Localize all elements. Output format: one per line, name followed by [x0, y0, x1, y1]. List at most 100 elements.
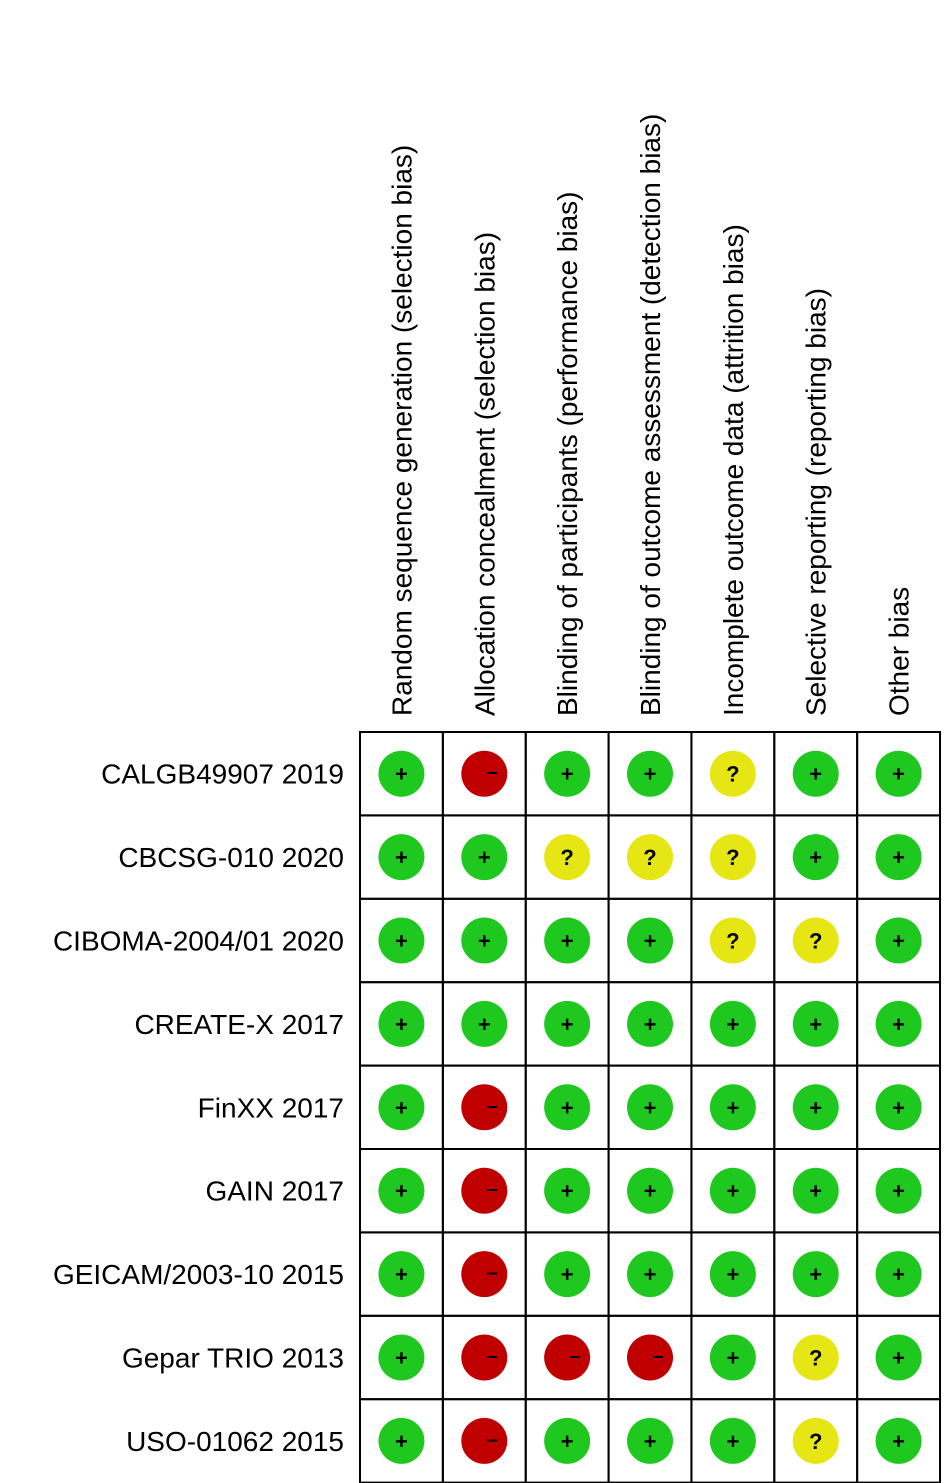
judgement-symbol: ? [809, 1346, 822, 1371]
judgement-cell: + [856, 1398, 942, 1483]
judgement-symbol: ? [726, 762, 739, 787]
judgement-symbol: + [892, 762, 905, 787]
domain-header-4: Blinding of outcome assessment (detectio… [635, 114, 666, 716]
judgement-marker [709, 1417, 756, 1464]
judgement-cell: + [359, 1064, 444, 1150]
judgement-marker [875, 1084, 922, 1131]
judgement-cell: + [359, 897, 444, 984]
judgement-marker [792, 1000, 839, 1047]
judgement-symbol: + [561, 762, 574, 787]
judgement-cell: + [690, 1064, 776, 1150]
domain-header-1: Random sequence generation (selection bi… [386, 145, 417, 716]
judgement-symbol: + [644, 1262, 657, 1287]
judgement-cell: + [856, 1064, 942, 1150]
judgement-cell: + [856, 731, 942, 817]
judgement-marker [709, 1000, 756, 1047]
judgement-cell: ? [607, 814, 693, 900]
judgement-marker [709, 1251, 756, 1298]
judgement-cell: ? [773, 1314, 859, 1401]
judgement-marker [378, 1417, 425, 1464]
judgement-symbol: ? [809, 1429, 822, 1454]
judgement-symbol: + [726, 1429, 739, 1454]
judgement-cell: + [359, 1398, 444, 1483]
study-label: CALGB49907 2019 [101, 759, 344, 790]
judgement-symbol: + [561, 1179, 574, 1204]
judgement-symbol: – [652, 1346, 663, 1368]
judgement-cell: + [856, 1314, 942, 1401]
judgement-marker [378, 1251, 425, 1298]
judgement-symbol: – [487, 1346, 498, 1368]
judgement-symbol: + [395, 845, 408, 870]
judgement-symbol: + [395, 1179, 408, 1204]
judgement-marker [627, 1000, 674, 1047]
judgement-marker [544, 834, 591, 881]
judgement-marker [544, 1334, 591, 1381]
judgement-cell: + [773, 1231, 859, 1317]
judgement-symbol: ? [726, 845, 739, 870]
judgement-symbol: + [644, 929, 657, 954]
judgement-marker [378, 1167, 425, 1214]
judgement-marker [792, 750, 839, 797]
judgement-cell: + [773, 981, 859, 1067]
judgement-symbol: + [809, 1262, 822, 1287]
judgement-marker [792, 1167, 839, 1214]
judgement-cell: ? [773, 1398, 859, 1483]
judgement-symbol: – [487, 1429, 498, 1451]
judgement-cell: + [441, 981, 527, 1067]
judgement-symbol: + [892, 1429, 905, 1454]
judgement-symbol: + [726, 1095, 739, 1120]
judgement-marker [875, 1417, 922, 1464]
judgement-symbol: + [809, 1095, 822, 1120]
judgement-symbol: + [644, 1095, 657, 1120]
judgement-marker [544, 1084, 591, 1131]
domain-headers: Random sequence generation (selection bi… [386, 114, 914, 716]
judgement-symbol: + [809, 845, 822, 870]
judgement-symbol: ? [560, 845, 573, 870]
judgement-symbol: – [487, 1262, 498, 1284]
judgement-symbol: + [561, 929, 574, 954]
judgement-symbol: + [809, 1012, 822, 1037]
judgement-symbol: + [644, 1179, 657, 1204]
judgement-marker [461, 834, 508, 881]
judgement-marker [875, 917, 922, 964]
judgement-cell: + [773, 731, 859, 817]
judgement-cell: – [607, 1314, 693, 1401]
judgement-marker [627, 1251, 674, 1298]
judgement-symbol: + [726, 1262, 739, 1287]
judgement-marker [461, 1251, 508, 1298]
judgement-symbol: + [395, 762, 408, 787]
study-labels: CALGB49907 2019 CBCSG-010 2020 CIBOMA-2004… [53, 759, 344, 1457]
judgement-marker [461, 1417, 508, 1464]
judgement-marker [709, 917, 756, 964]
judgement-cell: + [690, 1148, 776, 1234]
judgement-marker [378, 917, 425, 964]
study-label: CREATE-X 2017 [134, 1009, 344, 1040]
judgement-marker [792, 1251, 839, 1298]
judgement-cell: + [607, 1398, 693, 1483]
judgement-marker [378, 834, 425, 881]
judgement-marker [875, 1334, 922, 1381]
judgement-marker [627, 1084, 674, 1131]
judgement-marker [627, 834, 674, 881]
judgement-marker [792, 1334, 839, 1381]
judgement-marker [627, 1417, 674, 1464]
domain-header-2: Allocation concealment (selection bias) [469, 232, 500, 716]
judgement-marker [627, 1167, 674, 1214]
domain-header-7: Other bias [884, 587, 915, 716]
judgement-symbol: + [726, 1179, 739, 1204]
judgement-symbol: + [395, 1262, 408, 1287]
judgement-symbol: + [726, 1346, 739, 1371]
judgement-marker [875, 1251, 922, 1298]
judgement-cell: + [856, 814, 942, 900]
judgement-symbol: + [395, 1012, 408, 1037]
judgement-symbol: + [892, 929, 905, 954]
judgement-cell: ? [690, 731, 776, 817]
study-label: USO-01062 2015 [126, 1426, 344, 1457]
judgement-symbol: + [892, 1346, 905, 1371]
study-label: GAIN 2017 [205, 1176, 344, 1207]
judgement-symbol: + [809, 762, 822, 787]
judgement-marker [544, 750, 591, 797]
judgement-symbol: – [487, 762, 498, 784]
judgement-marker [544, 1167, 591, 1214]
